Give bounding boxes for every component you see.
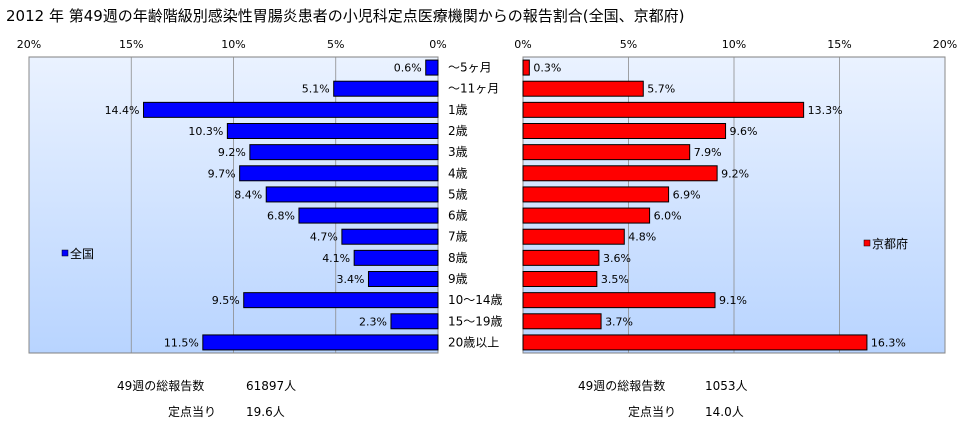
- right-data-label: 5.7%: [647, 83, 675, 96]
- left-bar: [353, 249, 439, 266]
- left-data-label: 4.7%: [310, 231, 338, 244]
- left-bar: [367, 271, 439, 287]
- legend-swatch-national: [61, 249, 69, 257]
- left-data-label: 0.6%: [394, 62, 422, 75]
- left-bar: [226, 123, 439, 139]
- right-axis-tick-label: 5%: [620, 38, 637, 51]
- kyoto-per-site-label: 定点当り: [628, 405, 677, 419]
- category-label: 7歳: [448, 230, 468, 244]
- left-bar: [265, 186, 439, 203]
- national-per-site-label: 定点当り: [168, 405, 217, 419]
- right-data-label: 4.8%: [628, 231, 656, 244]
- kyoto-total-value: 1053人: [705, 379, 748, 393]
- left-data-label: 10.3%: [188, 125, 223, 138]
- left-data-label: 9.5%: [212, 294, 240, 307]
- left-data-label: 4.1%: [322, 252, 350, 265]
- category-label: 2歳: [448, 124, 468, 138]
- category-label: 10～14歳: [448, 293, 503, 307]
- left-data-label: 14.4%: [105, 104, 140, 117]
- left-bar: [249, 144, 439, 161]
- category-label: 5歳: [448, 187, 468, 201]
- left-axis-tick-label: 10%: [221, 38, 245, 51]
- right-data-label: 6.9%: [673, 188, 701, 201]
- right-axis-tick-label: 20%: [933, 38, 957, 51]
- kyoto-per-site-value: 14.0人: [705, 405, 744, 419]
- right-axis-tick-label: 10%: [722, 38, 746, 51]
- left-bar: [333, 80, 439, 97]
- right-data-label: 3.7%: [605, 315, 633, 328]
- left-axis-tick-label: 0%: [429, 38, 446, 51]
- right-data-label: 9.6%: [730, 125, 758, 138]
- legend-label-kyoto: 京都府: [872, 236, 908, 251]
- left-bar: [143, 101, 439, 118]
- right-bar: [522, 59, 530, 76]
- right-bar: [522, 80, 644, 97]
- right-data-label: 13.3%: [808, 104, 843, 117]
- left-bar: [202, 334, 439, 351]
- national-total-value: 61897人: [246, 379, 297, 393]
- right-bar: [522, 186, 670, 203]
- category-label: 6歳: [448, 209, 468, 223]
- left-data-label: 9.2%: [218, 146, 246, 159]
- left-data-label: 2.3%: [359, 315, 387, 328]
- left-bar: [243, 292, 439, 309]
- left-bar: [298, 207, 439, 224]
- right-data-label: 9.1%: [719, 294, 747, 307]
- right-bar: [522, 123, 727, 139]
- left-data-label: 9.7%: [208, 167, 236, 180]
- right-axis-tick-label: 15%: [827, 38, 851, 51]
- category-label: ～5ヶ月: [448, 61, 492, 75]
- left-bar: [390, 313, 439, 330]
- category-label: 15～19歳: [448, 314, 503, 328]
- left-data-label: 8.4%: [234, 188, 262, 201]
- right-bar: [522, 207, 651, 224]
- left-data-label: 11.5%: [164, 336, 199, 349]
- left-data-label: 3.4%: [337, 273, 365, 286]
- right-bar: [522, 292, 716, 309]
- category-label: 20歳以上: [448, 335, 499, 349]
- left-bar: [239, 165, 439, 182]
- national-total-label: 49週の総報告数: [117, 379, 205, 393]
- right-data-label: 6.0%: [654, 210, 682, 223]
- right-bar: [522, 271, 598, 287]
- page-title: 2012 年 第49週の年齢階級別感染性胃腸炎患者の小児科定点医療機関からの報告…: [6, 7, 685, 25]
- right-bar: [522, 144, 691, 161]
- right-data-label: 7.9%: [694, 146, 722, 159]
- category-label: 9歳: [448, 272, 468, 286]
- left-axis-tick-label: 20%: [17, 38, 41, 51]
- left-bar: [341, 228, 439, 245]
- right-bar: [522, 249, 600, 266]
- right-bar: [522, 101, 805, 118]
- right-data-label: 0.3%: [533, 62, 561, 75]
- kyoto-total-label: 49週の総報告数: [578, 379, 666, 393]
- category-label: 1歳: [448, 103, 468, 117]
- category-label: 4歳: [448, 166, 468, 180]
- left-axis-tick-label: 15%: [119, 38, 143, 51]
- category-label: 8歳: [448, 251, 468, 265]
- right-bar: [522, 228, 625, 245]
- left-bar: [425, 59, 439, 76]
- right-bar: [522, 165, 718, 182]
- right-data-label: 3.5%: [601, 273, 629, 286]
- left-data-label: 6.8%: [267, 210, 295, 223]
- category-label: ～11ヶ月: [448, 82, 499, 96]
- left-axis-tick-label: 5%: [327, 38, 344, 51]
- right-data-label: 9.2%: [721, 167, 749, 180]
- legend-label-national: 全国: [70, 246, 94, 261]
- right-data-label: 16.3%: [871, 336, 906, 349]
- right-data-label: 3.6%: [603, 252, 631, 265]
- left-data-label: 5.1%: [302, 83, 330, 96]
- right-axis-tick-label: 0%: [514, 38, 531, 51]
- right-bar: [522, 313, 602, 330]
- legend-swatch-kyoto: [863, 239, 871, 247]
- category-label: 3歳: [448, 145, 468, 159]
- national-per-site-value: 19.6人: [246, 405, 285, 419]
- right-bar: [522, 334, 868, 351]
